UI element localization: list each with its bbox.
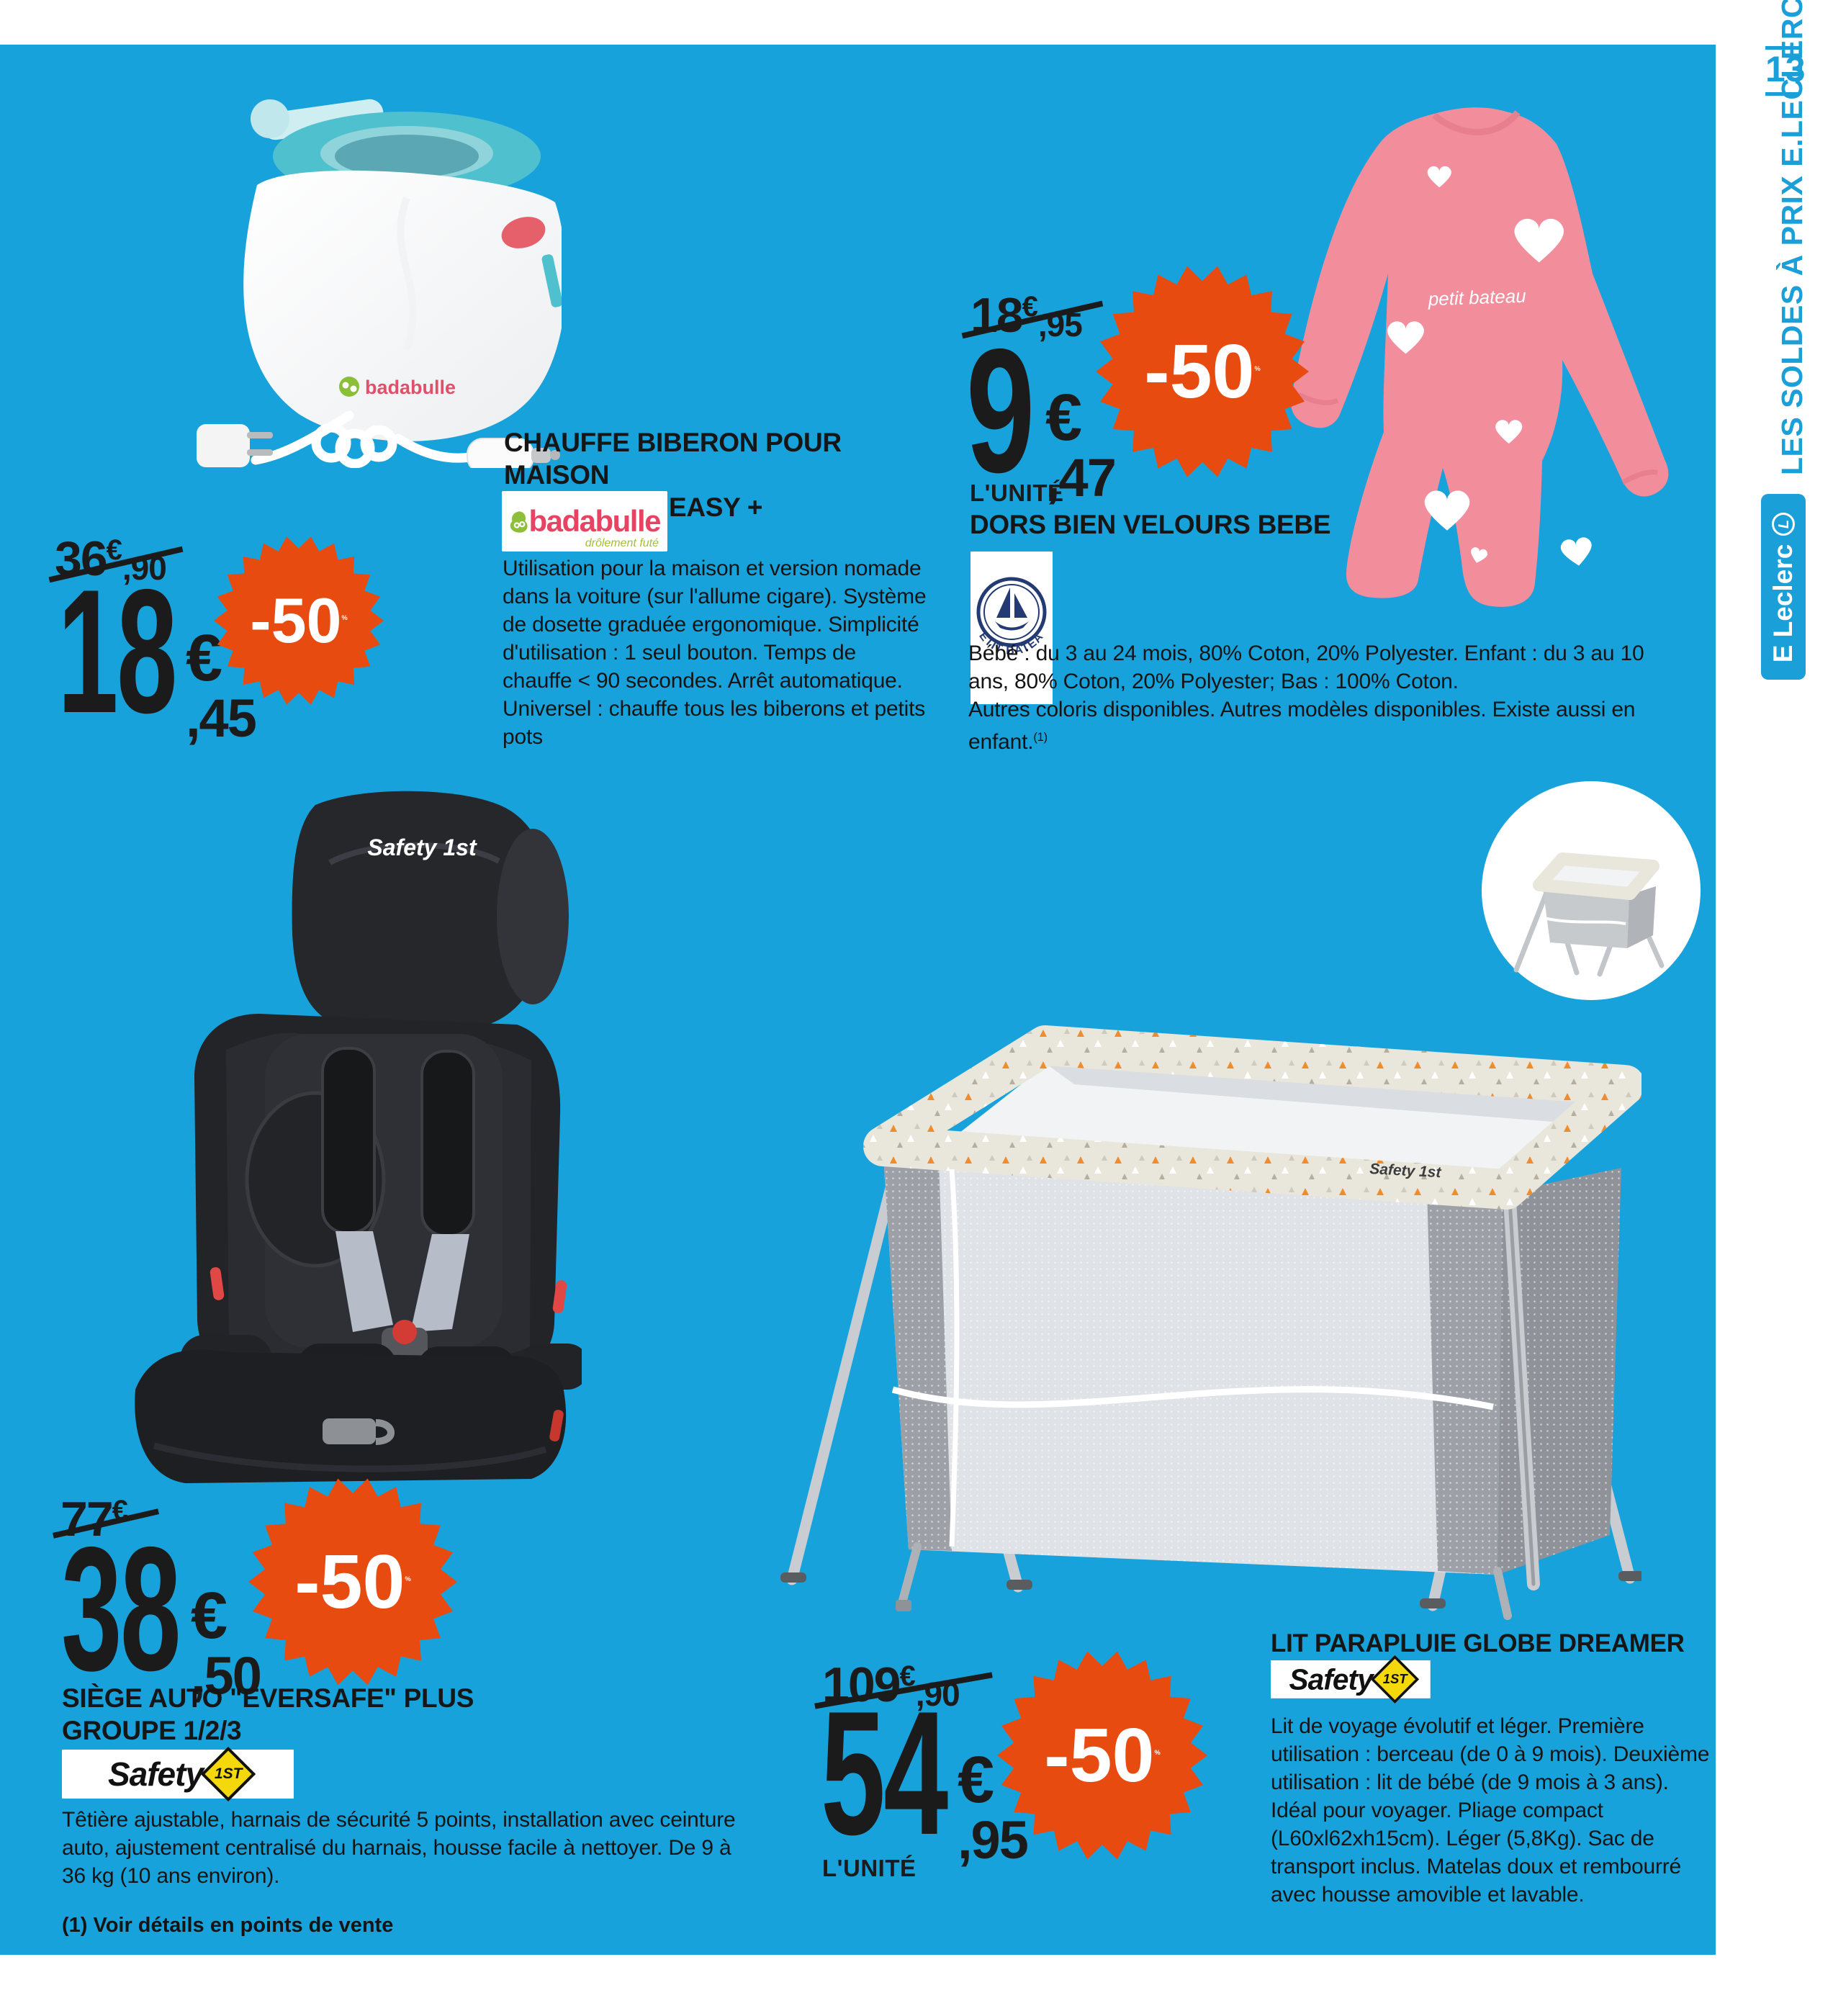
badabulle-blob-icon — [510, 511, 528, 533]
badabulle-wordmark: badabulle — [528, 504, 661, 538]
sale-price: 38 € ,50 — [61, 1510, 262, 1707]
sale-price: 54 € ,95 — [821, 1674, 1029, 1871]
product-description: Lit de voyage évolutif et léger. Premièr… — [1271, 1714, 1710, 1907]
safety-on-product-label: Safety 1st — [1369, 1161, 1442, 1181]
safety-1st-diamond-icon: 1ST — [1370, 1655, 1420, 1704]
eu-plug-icon — [197, 424, 273, 467]
page-footnote: (1) Voir détails en points de vente — [62, 1914, 394, 1937]
crib-inset-illustration — [1513, 852, 1665, 977]
product-description: Têtière ajustable, harnais de sécurité 5… — [62, 1808, 736, 1888]
unit-label: L'UNITÉ — [970, 480, 1064, 506]
page-number-rule-bottom — [1765, 92, 1800, 96]
product-title: SIÈGE AUTO "EVERSAFE" PLUS GROUPE 1/2/3 — [62, 1683, 474, 1745]
leclerc-circle-l-icon: L — [1772, 512, 1795, 536]
bottle-warmer-photo: badabulle — [197, 99, 562, 468]
old-price: 109€,90 — [814, 1660, 993, 1711]
product-title: DORS BIEN VELOURS BEBE — [970, 510, 1331, 539]
sale-price: 18 € ,45 — [58, 552, 257, 750]
safety-1st-logo: Safety 1ST — [62, 1746, 294, 1802]
power-cords — [251, 410, 475, 468]
svg-text:badabulle: badabulle — [365, 377, 456, 398]
old-price: 18€,95 — [961, 291, 1104, 341]
sale-price: 9 € ,47 — [966, 312, 1117, 509]
unit-label: L'UNITÉ — [822, 1855, 916, 1881]
badabulle-logo: badabulle drôlement futé — [502, 491, 667, 552]
product-description: Bébé : du 3 au 24 mois, 80% Coton, 20% P… — [968, 642, 1644, 754]
footnote-marker: (1) — [1033, 731, 1048, 744]
old-price: 77€ — [53, 1495, 159, 1544]
petit-bateau-emblem-icon: PETIT BATEAU — [965, 542, 1047, 657]
page-number-rule-top — [1765, 46, 1800, 50]
safety-1st-logo: Safety 1ST — [1271, 1655, 1431, 1704]
page-number: 13 — [1765, 49, 1806, 89]
svg-text:L: L — [1776, 520, 1792, 528]
safety-on-product-label: Safety 1st — [367, 834, 477, 860]
discount-badge: -50% — [997, 1651, 1207, 1860]
badabulle-tagline: drôlement futé — [585, 537, 659, 549]
petit-bateau-on-product-label: petit bateau — [1427, 285, 1526, 310]
petit-bateau-logo: PETIT BATEAU — [965, 542, 1053, 704]
baby-sleepsuit-photo: petit bateau — [1291, 107, 1669, 607]
car-adapter-icon — [467, 438, 560, 468]
product-description: Utilisation pour la maison et version no… — [503, 557, 927, 749]
leclerc-logo: E Leclerc L — [1761, 494, 1806, 680]
product-title: LIT PARAPLUIE GLOBE DREAMER — [1271, 1629, 1685, 1657]
crib-folded-inset-photo — [1482, 781, 1701, 1000]
car-seat-photo: Safety 1st — [135, 791, 582, 1483]
travel-crib-photo: Safety 1st — [780, 1025, 1641, 1620]
badabulle-on-product-label: badabulle — [339, 377, 456, 398]
measuring-scoop-icon — [251, 99, 384, 140]
old-price: 36€,90 — [48, 534, 184, 585]
